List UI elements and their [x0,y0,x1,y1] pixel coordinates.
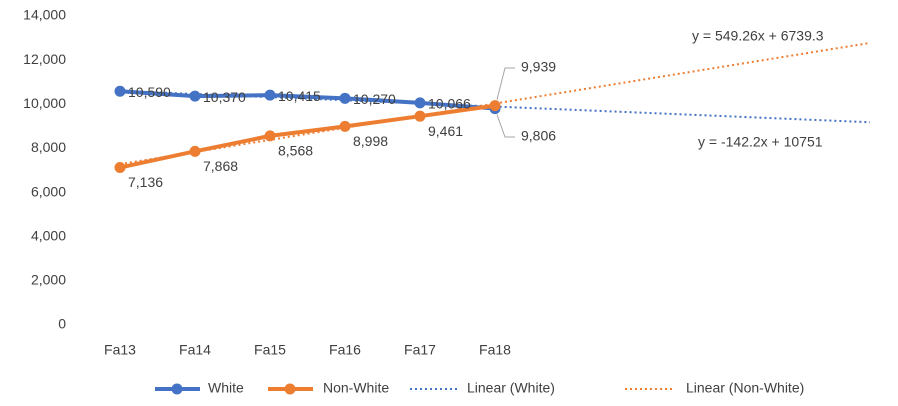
data-label: 7,868 [203,158,238,174]
y-tick-label: 10,000 [23,95,66,111]
point [114,161,126,173]
point [189,145,201,157]
x-tick-label: Fa17 [404,342,436,358]
x-tick-label: Fa16 [329,342,361,358]
y-tick-label: 2,000 [31,272,66,288]
point [414,110,426,122]
data-label: 10,270 [353,91,396,107]
point [339,92,351,104]
legend-marker [171,383,183,395]
data-label: 8,998 [353,133,388,149]
legend-label: Linear (White) [467,380,555,396]
legend-label: Non-White [323,380,389,396]
x-tick-label: Fa14 [179,342,211,358]
y-tick-label: 6,000 [31,183,66,199]
x-tick-label: Fa13 [104,342,136,358]
data-label: 10,590 [128,84,171,100]
leader-line [496,114,515,138]
data-label: 7,136 [128,174,163,190]
data-label: 9,939 [521,59,556,75]
point [189,90,201,102]
legend-label: White [208,380,244,396]
y-tick-label: 14,000 [23,7,66,23]
data-label: 10,066 [428,96,471,112]
y-tick-label: 0 [58,316,66,332]
x-tick-label: Fa18 [479,342,511,358]
data-label: 8,568 [278,143,313,159]
data-label: 10,370 [203,89,246,105]
point [339,120,351,132]
y-tick-label: 8,000 [31,139,66,155]
point [114,85,126,97]
point [414,97,426,109]
leader-line [496,67,515,100]
point [264,130,276,142]
legend-label: Linear (Non-White) [686,380,804,396]
trendline [119,41,871,166]
legend-marker [284,383,296,395]
x-tick-label: Fa15 [254,342,286,358]
series-line [119,103,496,170]
trendline-equation: y = 549.26x + 6739.3 [692,28,824,44]
trendline-equation: y = -142.2x + 10751 [698,134,823,150]
y-tick-label: 12,000 [23,51,66,67]
point [489,100,501,112]
point [264,89,276,101]
data-label: 9,461 [428,123,463,139]
series-line [119,89,496,111]
y-tick-label: 4,000 [31,227,66,243]
data-label: 10,415 [278,88,321,104]
data-label: 9,806 [521,128,556,144]
